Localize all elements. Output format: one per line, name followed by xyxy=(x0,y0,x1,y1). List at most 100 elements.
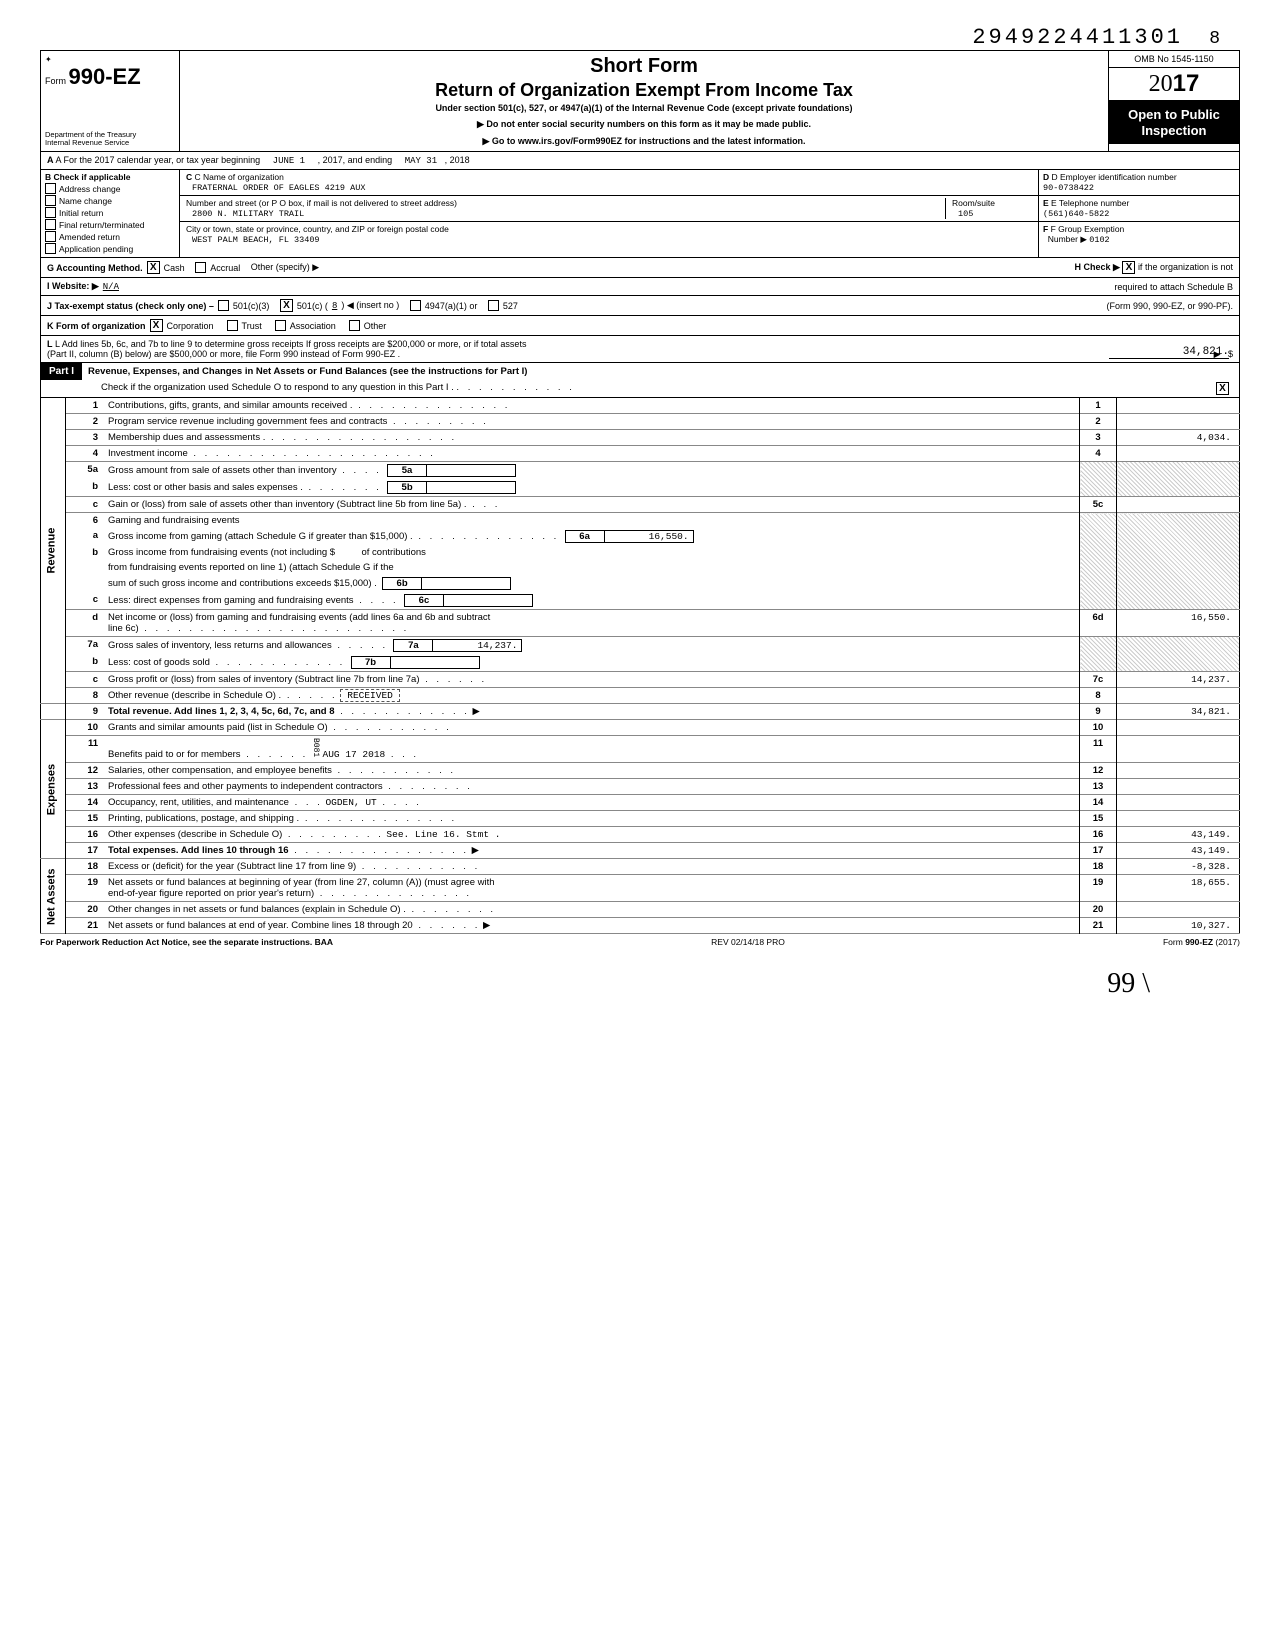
ogden-stamp: OGDEN, UT xyxy=(325,797,376,808)
check-4947[interactable] xyxy=(410,300,421,311)
line-10-desc: Grants and similar amounts paid (list in… xyxy=(104,720,1080,736)
part-1-title: Revenue, Expenses, and Changes in Net As… xyxy=(82,363,533,380)
col-b-checks: B Check if applicable Address change Nam… xyxy=(41,170,180,257)
check-527[interactable] xyxy=(488,300,499,311)
h-line2: required to attach Schedule B xyxy=(1114,282,1233,292)
row-j: J Tax-exempt status (check only one) – 5… xyxy=(40,296,1240,316)
line-6d-amt: 16,550. xyxy=(1117,610,1240,637)
chk-lbl-0: Address change xyxy=(59,184,120,194)
room-value: 105 xyxy=(958,209,973,219)
received-stamp: RECEIVED xyxy=(340,689,400,702)
street-address: 2800 N. MILITARY TRAIL xyxy=(192,209,304,219)
501c-label: 501(c) ( xyxy=(297,301,328,311)
check-trust[interactable] xyxy=(227,320,238,331)
col-d-e-f: D D Employer identification number 90-07… xyxy=(1038,170,1239,257)
line-6-desc: Gaming and fundraising events xyxy=(104,513,1080,529)
check-h[interactable]: X xyxy=(1122,261,1135,274)
addr-label: Number and street (or P O box, if mail i… xyxy=(186,198,457,208)
line-21-amt: 10,327. xyxy=(1117,918,1240,934)
check-initial-return[interactable]: Initial return xyxy=(45,207,175,218)
line-16-desc: Other expenses (describe in Schedule O) … xyxy=(104,827,1080,843)
501c-after: ) ◀ (insert no ) xyxy=(341,300,399,311)
line-4-desc: Investment income . . . . . . . . . . . … xyxy=(104,446,1080,462)
line-16-amt: 43,149. xyxy=(1117,827,1240,843)
check-assoc[interactable] xyxy=(275,320,286,331)
b081-stamp: B081 xyxy=(311,738,320,757)
open-public: Open to Public Inspection xyxy=(1109,101,1239,144)
line-6a-desc: Gross income from gaming (attach Schedul… xyxy=(104,528,1080,545)
website-value: N/A xyxy=(103,282,119,292)
line-17-desc: Total expenses. Add lines 10 through 16 … xyxy=(104,843,1080,859)
check-schedule-o[interactable]: X xyxy=(1216,382,1229,395)
footer-pra: For Paperwork Reduction Act Notice, see … xyxy=(40,937,333,947)
line-6d-desc: Net income or (loss) from gaming and fun… xyxy=(104,610,1080,637)
dln-digits: 2949224411301 xyxy=(972,25,1183,50)
f-label: F Group Exemption xyxy=(1051,224,1125,234)
open-public-2: Inspection xyxy=(1111,123,1237,139)
accrual-label: Accrual xyxy=(210,263,240,273)
check-corp[interactable]: X xyxy=(150,319,163,332)
e-label: E Telephone number xyxy=(1051,198,1129,208)
check-address-change[interactable]: Address change xyxy=(45,183,175,194)
line-12-desc: Salaries, other compensation, and employ… xyxy=(104,763,1080,779)
line-8-desc: Other revenue (describe in Schedule O) .… xyxy=(104,688,1080,704)
chk-lbl-4: Amended return xyxy=(59,232,120,242)
check-501c3[interactable] xyxy=(218,300,229,311)
row-a-prefix: A For the 2017 calendar year, or tax yea… xyxy=(56,155,261,165)
city-value: WEST PALM BEACH, FL 33409 xyxy=(192,235,320,245)
527-label: 527 xyxy=(503,301,518,311)
c-label: C Name of organization xyxy=(195,172,284,182)
footer-form: Form 990-EZ (2017) xyxy=(1163,937,1240,947)
tax-year-box: 20201717 xyxy=(1109,68,1239,101)
k-label: K Form of organization xyxy=(47,321,146,331)
row-i: I Website: ▶ N/A required to attach Sche… xyxy=(40,278,1240,296)
line-7a-amt: 14,237. xyxy=(433,639,522,652)
open-public-1: Open to Public xyxy=(1111,107,1237,123)
check-pending[interactable]: Application pending xyxy=(45,243,175,254)
netassets-side-label: Net Assets xyxy=(41,859,66,934)
l-text2: (Part II, column (B) below) are $500,000… xyxy=(47,349,400,359)
header-right: OMB No 1545-1150 20201717 Open to Public… xyxy=(1108,51,1239,151)
line-9-desc: Total revenue. Add lines 1, 2, 3, 4, 5c,… xyxy=(104,704,1080,720)
line-7b-desc: Less: cost of goods sold . . . . . . . .… xyxy=(104,654,1080,672)
line-17-amt: 43,149. xyxy=(1117,843,1240,859)
part-1-label: Part I xyxy=(41,363,82,380)
form-title: Return of Organization Exempt From Incom… xyxy=(188,80,1100,101)
arrow-ssn: ▶ Do not enter social security numbers o… xyxy=(188,119,1100,130)
d-label: D Employer identification number xyxy=(1052,172,1177,182)
check-amended[interactable]: Amended return xyxy=(45,231,175,242)
other-label: Other (specify) ▶ xyxy=(251,262,319,273)
form-prefix: Form xyxy=(45,76,66,86)
check-name-change[interactable]: Name change xyxy=(45,195,175,206)
line-19-desc: Net assets or fund balances at beginning… xyxy=(104,875,1080,902)
line-2-desc: Program service revenue including govern… xyxy=(104,414,1080,430)
year-begin: JUNE 1 xyxy=(273,156,305,166)
date-stamp: AUG 17 2018 xyxy=(323,749,386,760)
row-l: L L Add lines 5b, 6c, and 7b to line 9 t… xyxy=(40,336,1240,363)
check-accrual[interactable] xyxy=(195,262,206,273)
check-other-k[interactable] xyxy=(349,320,360,331)
footer-rev: REV 02/14/18 PRO xyxy=(711,937,785,947)
header-left: ✦ Form 990-EZ Department of the Treasury… xyxy=(41,51,180,151)
dln-number: 2949224411301 8 xyxy=(972,25,1220,50)
line-15-desc: Printing, publications, postage, and shi… xyxy=(104,811,1080,827)
line-14-desc: Occupancy, rent, utilities, and maintena… xyxy=(104,795,1080,811)
line-3-amt: 4,034. xyxy=(1117,430,1240,446)
row-a-mid: , 2017, and ending xyxy=(318,155,393,165)
check-501c[interactable]: X xyxy=(280,299,293,312)
chk-lbl-5: Application pending xyxy=(59,244,133,254)
b-label: B Check if applicable xyxy=(45,172,131,182)
line-6c-desc: Less: direct expenses from gaming and fu… xyxy=(104,592,1080,610)
check-cash[interactable]: X xyxy=(147,261,160,274)
line-5b-desc: Less: cost or other basis and sales expe… xyxy=(104,479,1080,497)
line-19-amt: 18,655. xyxy=(1117,875,1240,902)
line-6b-desc: Gross income from fundraising events (no… xyxy=(104,545,1080,560)
year-end-month: MAY 31 xyxy=(405,156,437,166)
handwritten-mark: 99 \ xyxy=(1107,968,1150,1000)
j-label: J Tax-exempt status (check only one) – xyxy=(47,301,214,311)
row-a-tax-year: A A For the 2017 calendar year, or tax y… xyxy=(40,151,1240,170)
check-final-return[interactable]: Final return/terminated xyxy=(45,219,175,230)
room-label: Room/suite xyxy=(952,198,995,208)
assoc-label: Association xyxy=(290,321,336,331)
line-6b-desc3: sum of such gross income and contributio… xyxy=(104,575,1080,592)
